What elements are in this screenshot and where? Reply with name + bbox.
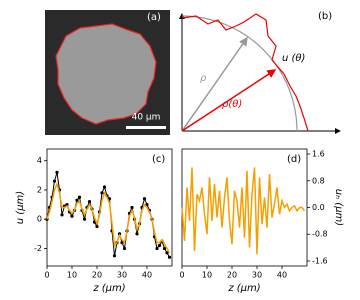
y-tick-label: 4 <box>37 156 42 165</box>
data-point <box>165 251 169 255</box>
panel-label: (a) <box>147 12 161 23</box>
panel-label: (d) <box>287 154 301 165</box>
diagram-panel: ρ ρ(θ) u (θ) (b) <box>179 11 341 134</box>
rho-arrow <box>181 36 248 132</box>
data-point <box>55 170 59 174</box>
u-theta-label: u (θ) <box>282 53 305 64</box>
x-axis-label: z (μm) <box>227 283 260 294</box>
data-point <box>120 241 124 245</box>
data-line <box>181 167 306 255</box>
image-panel: 40 μm (a) <box>45 10 170 135</box>
scale-label: 40 μm <box>132 113 161 123</box>
data-point <box>75 198 79 202</box>
data-point <box>60 213 64 217</box>
x-tick-label: 40 <box>142 271 152 280</box>
data-point <box>95 224 99 229</box>
data-point <box>157 243 162 248</box>
x-tick-label: 0 <box>179 271 184 280</box>
x-tick-label: 10 <box>67 271 77 280</box>
x-tick-label: 20 <box>92 271 102 280</box>
data-point <box>52 179 57 183</box>
y-axis-label: u (μm) <box>15 191 26 224</box>
rho-theta-arrow <box>181 69 277 132</box>
rho-label: ρ <box>200 73 207 84</box>
data-point <box>77 195 82 199</box>
x-axis-label: z (μm) <box>92 283 125 294</box>
y-tick-label: 1.6 <box>312 150 325 159</box>
y-tick-label: -0.8 <box>312 230 328 239</box>
data-point <box>65 202 69 207</box>
panel-label: (c) <box>152 154 165 165</box>
x-tick-label: 30 <box>252 271 262 280</box>
plot-frame <box>46 148 173 267</box>
contour <box>181 13 309 132</box>
cell-outline <box>55 23 157 125</box>
x-tick-label: 0 <box>44 271 49 280</box>
x-tick-label: 40 <box>277 271 287 280</box>
data-point <box>135 232 139 236</box>
data-point <box>155 246 159 251</box>
x-tick-label: 30 <box>117 271 127 280</box>
y-axis-label: uₕ (μm) <box>333 189 344 226</box>
mean-circle <box>181 15 298 132</box>
y-tick-label: 0.0 <box>312 203 325 212</box>
x-tick-label: 10 <box>202 271 212 280</box>
data-point <box>87 200 92 204</box>
data-point <box>100 191 104 195</box>
data-point <box>70 214 74 218</box>
data-point <box>145 202 149 207</box>
y-tick-label: -1.6 <box>312 256 328 265</box>
y-tick-label: -2 <box>34 244 42 253</box>
scale-bar <box>126 126 166 129</box>
y-tick-label: 2 <box>37 185 42 194</box>
data-point <box>142 197 147 201</box>
data-point <box>162 246 167 251</box>
data-point <box>82 217 87 221</box>
data-point <box>112 254 117 258</box>
data-line <box>46 181 171 254</box>
x-tick-label: 20 <box>227 271 237 280</box>
data-point <box>167 255 172 259</box>
data-point <box>102 185 107 189</box>
rho-theta-label: ρ(θ) <box>222 99 242 110</box>
panel-label: (b) <box>318 11 332 22</box>
y-tick-label: 0.8 <box>312 176 325 185</box>
y-tick-label: 0 <box>37 215 42 224</box>
data-point <box>130 205 134 210</box>
data-point <box>122 246 127 251</box>
